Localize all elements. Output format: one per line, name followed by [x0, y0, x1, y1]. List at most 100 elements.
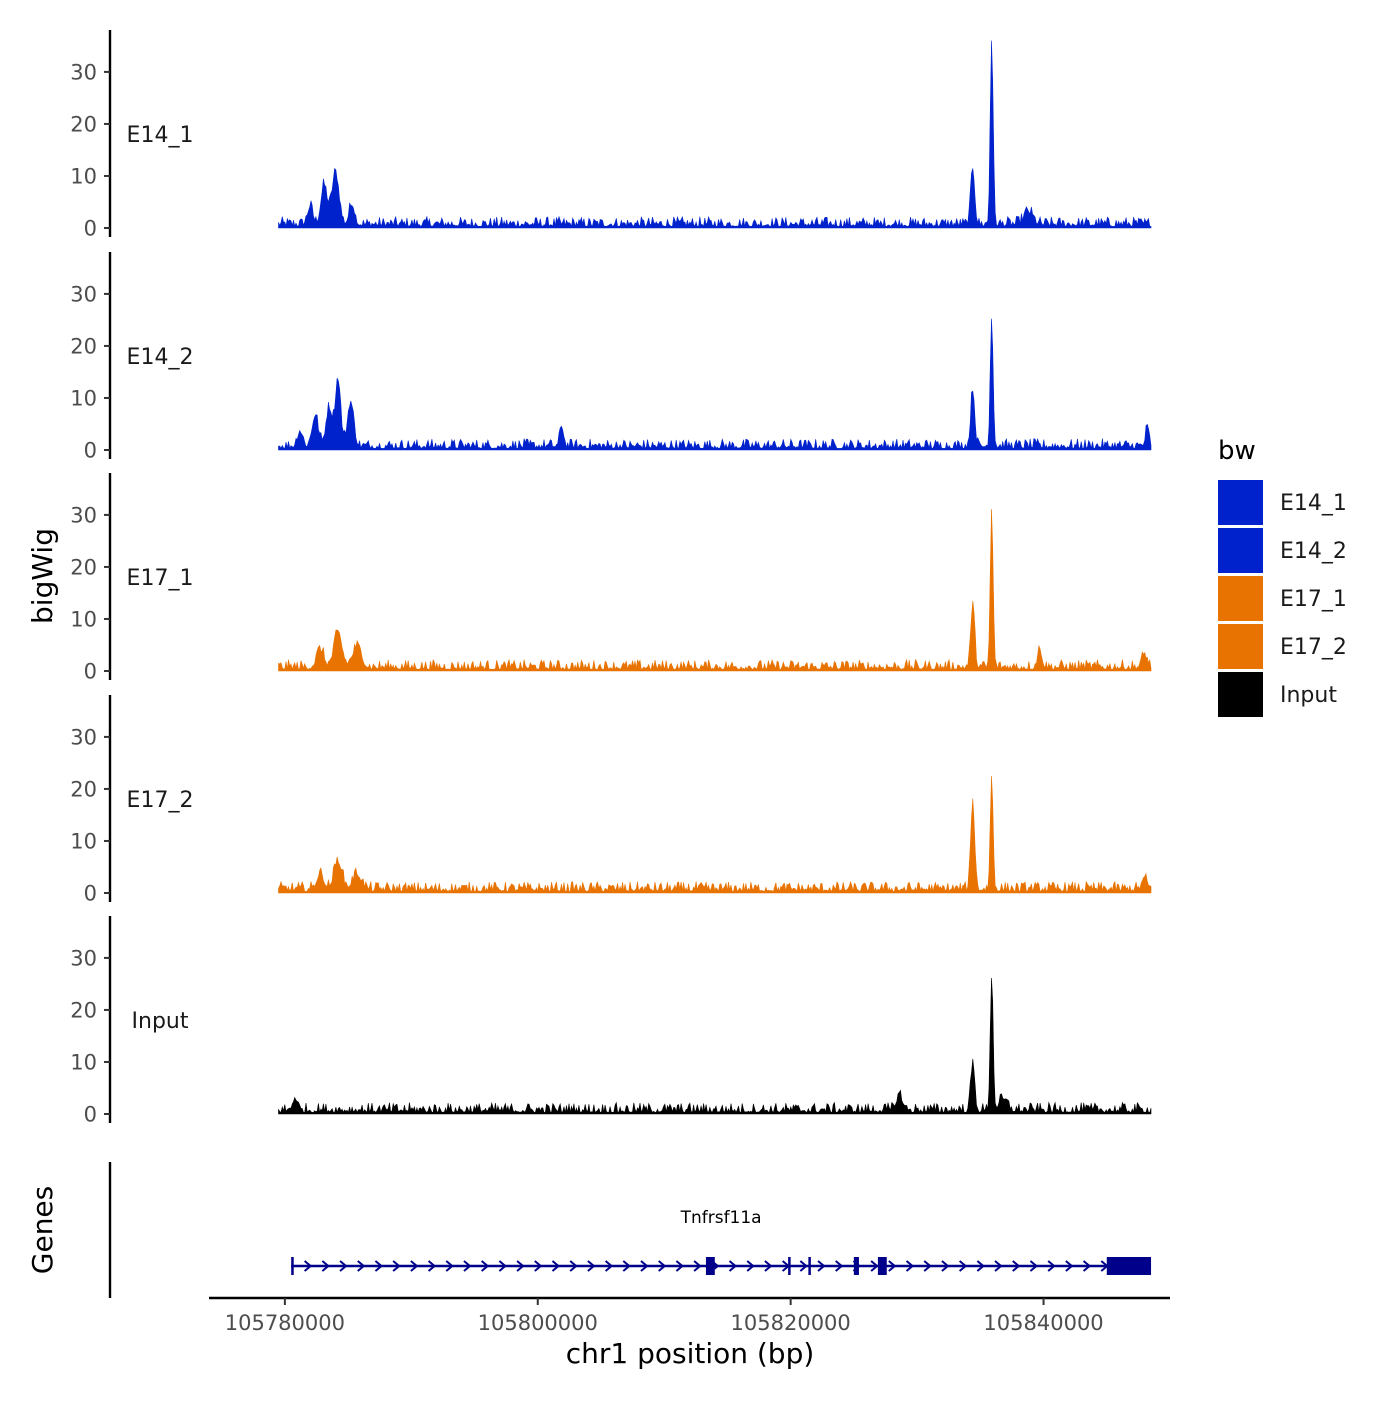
legend: bw E14_1 E14_2 E17_1 E17_2 Input	[1218, 436, 1347, 717]
strand-arrow	[905, 1260, 915, 1272]
strand-arrow	[339, 1260, 348, 1272]
strand-arrow	[764, 1260, 773, 1272]
strand-arrow	[516, 1260, 525, 1272]
y-tick-label: 0	[84, 1103, 97, 1127]
strand-arrow	[958, 1260, 968, 1272]
signal-area-e14-2	[278, 318, 1152, 451]
y-tick-label: 0	[84, 660, 97, 684]
strand-arrow	[675, 1260, 684, 1272]
legend-label: E14_2	[1280, 539, 1347, 564]
y-tick-label: 30	[70, 946, 97, 970]
y-tick-label: 20	[70, 555, 97, 579]
strand-arrow	[427, 1260, 437, 1272]
y-tick-label: 0	[84, 882, 97, 906]
gene-exon	[1106, 1257, 1152, 1275]
track-label: E17_1	[127, 566, 194, 591]
strand-arrow	[658, 1260, 667, 1272]
strand-arrow	[303, 1260, 313, 1272]
y-tick-label: 20	[70, 777, 97, 801]
strand-arrow	[481, 1260, 490, 1272]
y-tick-label: 10	[70, 386, 97, 410]
legend-swatch	[1218, 624, 1263, 669]
y-tick-label: 0	[84, 439, 97, 463]
strand-arrow	[321, 1260, 330, 1272]
legend-swatch	[1218, 480, 1263, 525]
strand-arrow	[799, 1260, 808, 1272]
gene-exon	[788, 1257, 791, 1275]
y-tick-label: 30	[70, 282, 97, 306]
strand-arrow	[534, 1260, 543, 1272]
panel-e17-2: 0 10 20 30 E17_2	[70, 695, 1152, 906]
panel-e14-2: 0 10 20 30 E14_2	[70, 252, 1152, 463]
strand-arrow	[410, 1260, 419, 1272]
strand-arrow	[498, 1260, 507, 1272]
x-tick-label: 105780000	[225, 1311, 345, 1335]
gene-panel: Tnfrsf11a	[108, 1162, 1152, 1298]
x-tick-label: 105820000	[731, 1311, 851, 1335]
gene-exon	[877, 1257, 887, 1275]
gene-exon	[808, 1257, 811, 1275]
signal-area-e14-1	[278, 40, 1152, 229]
y-tick-label: 20	[70, 334, 97, 358]
strand-arrow	[941, 1260, 950, 1272]
strand-arrow	[604, 1260, 614, 1272]
strand-arrow	[976, 1260, 985, 1272]
gene-model	[291, 1257, 1152, 1275]
strand-arrow	[870, 1260, 879, 1272]
strand-arrow	[817, 1260, 826, 1272]
strand-arrow	[1029, 1260, 1039, 1272]
strand-arrow	[392, 1260, 401, 1272]
strand-arrow	[746, 1260, 755, 1272]
strand-arrow	[640, 1260, 649, 1272]
legend-label: Input	[1280, 683, 1337, 708]
y-tick-label: 10	[70, 829, 97, 853]
strand-arrow	[1047, 1260, 1056, 1272]
track-label: E17_2	[127, 788, 194, 813]
y-tick-label: 20	[70, 112, 97, 136]
legend-label: E17_2	[1280, 635, 1347, 660]
strand-arrow	[835, 1260, 844, 1272]
strand-arrow	[569, 1260, 578, 1272]
strand-arrow	[728, 1260, 738, 1272]
y-tick-label: 10	[70, 607, 97, 631]
track-label: E14_1	[127, 123, 194, 148]
panel-e14-1: 0 10 20 30 E14_1	[70, 30, 1152, 241]
strand-arrow	[551, 1260, 561, 1272]
signal-area-e17-1	[278, 508, 1152, 672]
x-axis: 105780000 105800000 105820000 105840000	[209, 1296, 1170, 1335]
track-label: E14_2	[127, 345, 194, 370]
strand-arrow	[374, 1260, 384, 1272]
strand-arrow	[1065, 1260, 1074, 1272]
y-tick-label: 10	[70, 164, 97, 188]
y-axis-title: bigWig	[26, 528, 59, 624]
strand-arrow	[445, 1260, 454, 1272]
strand-arrow	[1082, 1260, 1092, 1272]
x-tick-label: 105840000	[983, 1311, 1103, 1335]
gene-exon	[291, 1257, 294, 1275]
y-tick-label: 30	[70, 503, 97, 527]
strand-arrow	[1012, 1260, 1021, 1272]
signal-area-input	[278, 977, 1152, 1115]
legend-title: bw	[1218, 436, 1256, 466]
x-tick-label: 105800000	[478, 1311, 598, 1335]
signal-panels: 0 10 20 30 E14_1 0 10 20 30 E14_2 0 10 20 30 E17_1 0 10 2…	[70, 30, 1152, 1127]
y-tick-label: 10	[70, 1050, 97, 1074]
strand-arrow	[888, 1260, 897, 1272]
x-axis-title: chr1 position (bp)	[566, 1337, 815, 1370]
panel-e17-1: 0 10 20 30 E17_1	[70, 473, 1152, 684]
strand-arrow	[357, 1260, 366, 1272]
gene-exon	[853, 1257, 859, 1275]
panel-input: 0 10 20 30 Input	[70, 916, 1152, 1127]
strand-arrow	[923, 1260, 932, 1272]
legend-swatch	[1218, 576, 1263, 621]
gene-exon	[705, 1257, 715, 1275]
signal-area-e17-2	[278, 775, 1152, 894]
strand-arrow	[622, 1260, 631, 1272]
strand-arrow	[463, 1260, 472, 1272]
strand-arrow	[693, 1260, 702, 1272]
legend-label: E17_1	[1280, 587, 1347, 612]
strand-arrow	[587, 1260, 596, 1272]
track-label: Input	[132, 1009, 189, 1034]
